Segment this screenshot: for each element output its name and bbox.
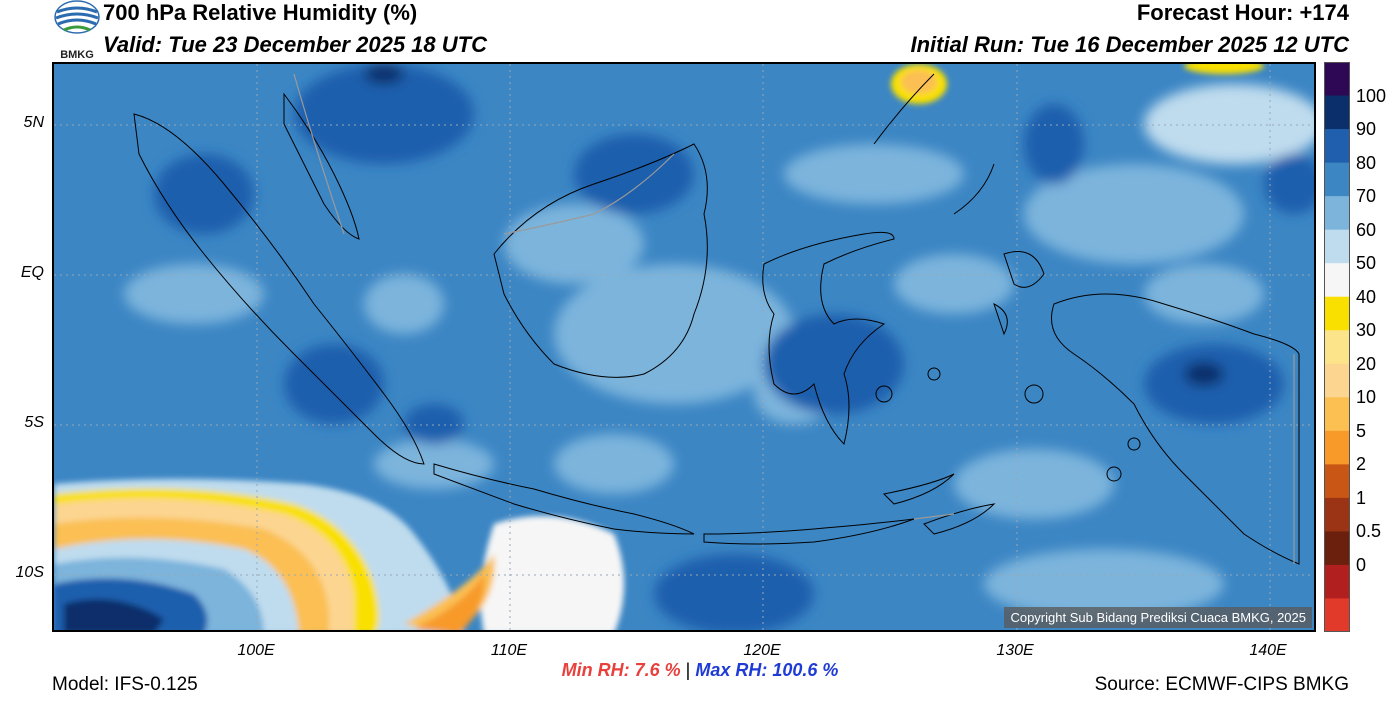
colorbar-label: 5 [1356,420,1367,441]
lat-label-10s: 10S [15,564,44,581]
max-rh: Max RH: 100.6 % [695,660,839,680]
borneo-outline [493,143,708,378]
copyright-notice: Copyright Sub Bidang Prediksi Cuaca BMKG… [1004,607,1312,628]
colorbar-label: 0.5 [1356,521,1382,542]
colorbar-swatch [1324,129,1350,164]
lat-label-eq: EQ [20,264,44,281]
colorbar-label: 30 [1356,320,1377,341]
colorbar-swatch [1324,62,1350,97]
colorbar-label: 10 [1356,387,1377,408]
bmkg-logo: BMKG [52,0,102,62]
rh-map[interactable]: Copyright Sub Bidang Prediksi Cuaca BMKG… [52,62,1316,632]
colorbar-swatch [1324,263,1350,298]
colorbar-label: 20 [1356,353,1377,374]
initial-run: Initial Run: Tue 16 December 2025 12 UTC [910,32,1349,57]
colorbar-swatch [1324,397,1350,432]
colorbar-swatch [1324,95,1350,130]
lat-label-5n: 5N [23,114,44,131]
java-outline [433,463,695,535]
colorbar-label: 90 [1356,119,1377,140]
colorbar-label: 50 [1356,253,1377,274]
lon-label-120e: 120E [743,642,781,659]
lon-label-130e: 130E [996,642,1034,659]
map-title: 700 hPa Relative Humidity (%) [103,0,418,25]
colorbar-label: 40 [1356,286,1377,307]
colorbar-label: 0 [1356,554,1367,575]
colorbar-label: 100 [1356,85,1387,106]
source-label: Source: ECMWF-CIPS BMKG [1094,674,1349,695]
rh-stats: Min RH: 7.6 % | Max RH: 100.6 % [0,660,1400,681]
colorbar-frame [1324,62,1350,632]
lon-label-100e: 100E [237,642,275,659]
colorbar-swatch [1324,196,1350,231]
malay-peninsula-outline [283,92,360,240]
sumatra-outline [133,113,425,465]
coastlines [133,73,1300,565]
colorbar-swatch [1324,162,1350,197]
colorbar-swatch [1324,296,1350,331]
colorbar-swatch [1324,531,1350,566]
colorbar-swatch [1324,464,1350,499]
colorbar-label: 1 [1356,487,1367,508]
new-guinea-outline [1051,293,1300,565]
logo-text: BMKG [60,49,94,61]
lon-label-110e: 110E [490,642,528,659]
country-borders [293,73,1295,564]
colorbar-swatch [1324,229,1350,264]
forecast-hour: Forecast Hour: +174 [1136,0,1349,25]
valid-time: Valid: Tue 23 December 2025 18 UTC [103,32,487,57]
lat-label-5s: 5S [24,414,44,431]
colorbar-swatch [1324,564,1350,599]
model-label: Model: IFS-0.125 [52,674,198,695]
colorbar-swatch [1324,363,1350,398]
colorbar-label: 2 [1356,454,1367,475]
colorbar [1324,62,1350,632]
grid-lines [54,64,1314,630]
colorbar-swatch [1324,430,1350,465]
sulawesi-outline [762,231,895,445]
stats-separator: | [685,660,691,680]
lon-label-140e: 140E [1249,642,1287,659]
colorbar-swatch [1324,497,1350,532]
colorbar-swatch [1324,330,1350,365]
lesser-sunda-outline [703,518,915,545]
colorbar-swatch [1324,598,1350,632]
colorbar-label: 80 [1356,152,1377,173]
min-rh: Min RH: 7.6 % [561,660,681,680]
rh-map-canvas [54,64,1314,630]
colorbar-label: 70 [1356,186,1377,207]
dry-region [54,64,1264,630]
colorbar-label: 60 [1356,219,1377,240]
rh-field-patches [124,64,1314,630]
